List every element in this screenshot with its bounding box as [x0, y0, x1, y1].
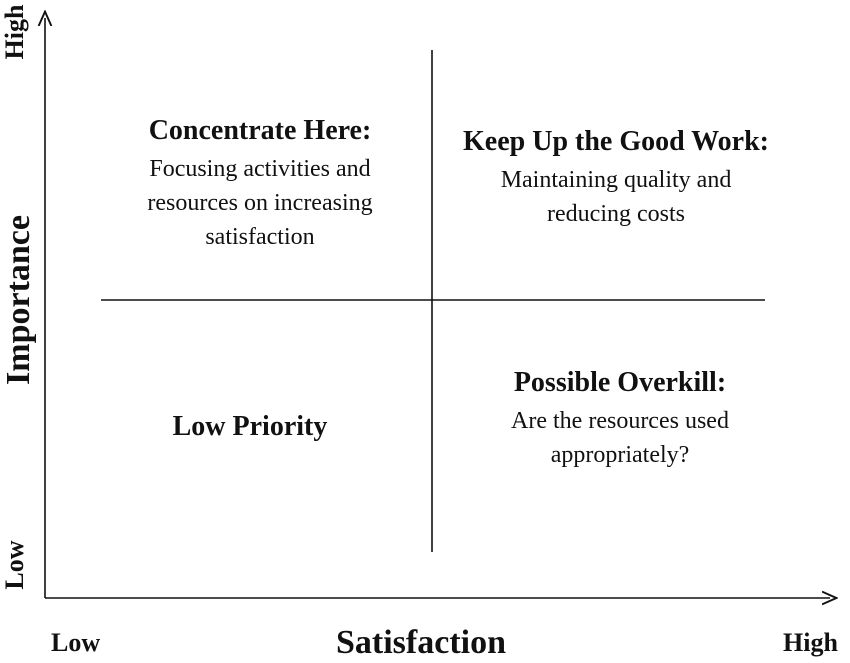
description-line: reducing costs: [547, 201, 685, 227]
quadrant-title: Low Priority: [172, 411, 328, 442]
y-axis-high-label: High: [0, 4, 29, 60]
quadrant-title: Keep Up the Good Work:: [463, 126, 769, 157]
quadrant-low-priority: Low Priority: [110, 410, 390, 444]
y-axis-low-label: Low: [0, 540, 29, 590]
x-axis-title: Satisfaction: [336, 624, 506, 661]
description-line: Are the resources used: [511, 408, 729, 434]
quadrant-description: Are the resources used appropriately?: [470, 404, 770, 472]
description-line: appropriately?: [550, 442, 690, 468]
quadrant-description: Focusing activities and resources on inc…: [110, 152, 410, 254]
description-line: resources on increasing: [147, 190, 373, 216]
quadrant-keep-up-good-work: Keep Up the Good Work: Maintaining quali…: [440, 125, 792, 231]
description-line: Focusing activities and: [149, 156, 371, 182]
quadrant-title: Concentrate Here:: [148, 115, 372, 146]
quadrant-concentrate-here: Concentrate Here: Focusing activities an…: [110, 114, 410, 254]
quadrant-title: Possible Overkill:: [513, 367, 727, 398]
description-line: satisfaction: [205, 224, 315, 250]
quadrant-possible-overkill: Possible Overkill: Are the resources use…: [470, 366, 770, 472]
y-axis-title: Importance: [0, 215, 37, 385]
description-line: Maintaining quality and: [500, 167, 732, 193]
x-axis-high-label: High: [783, 628, 838, 657]
x-axis-low-label: Low: [51, 628, 101, 657]
quadrant-description: Maintaining quality and reducing costs: [440, 163, 792, 231]
